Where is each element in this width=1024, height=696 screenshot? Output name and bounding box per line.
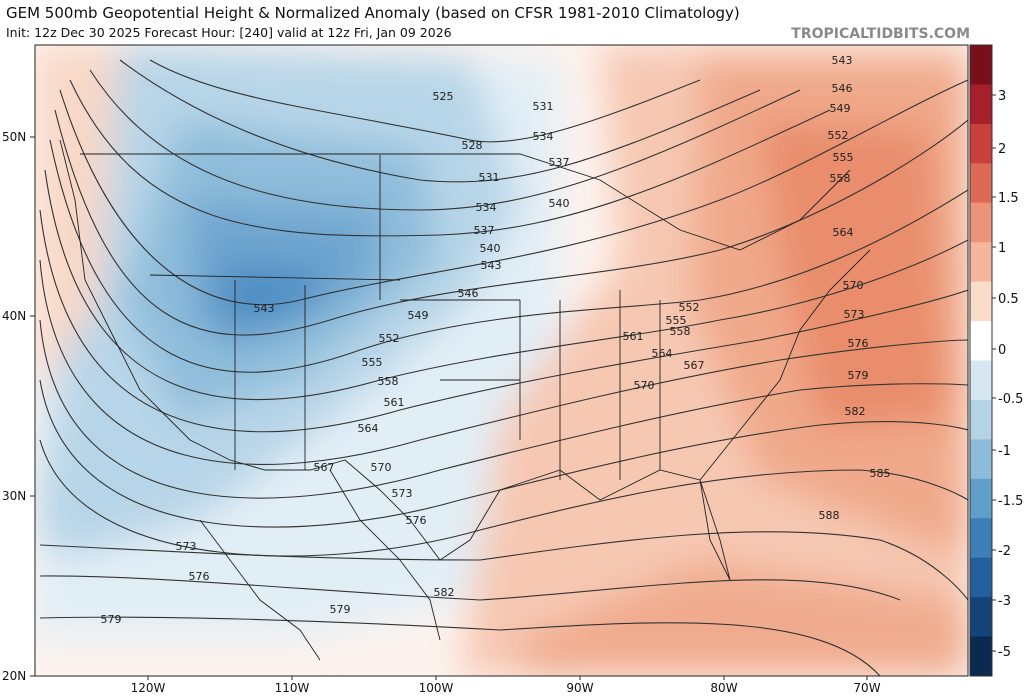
title: GEM 500mb Geopotential Height & Normaliz…	[6, 4, 740, 22]
colorbar-label: 0	[998, 343, 1006, 358]
contour-label: 564	[833, 226, 854, 239]
contour-label: 555	[362, 356, 383, 369]
colorbar-label: 2	[998, 142, 1006, 157]
contour-label: 570	[371, 461, 392, 474]
colorbar-label: 0.5	[998, 292, 1019, 307]
contour-label: 585	[870, 467, 891, 480]
contour-label: 558	[670, 325, 691, 338]
credit: TROPICALTIDBITS.COM	[791, 26, 970, 42]
contour-label: 558	[378, 375, 399, 388]
map-field	[35, 45, 968, 676]
contour-label: 537	[549, 156, 570, 169]
contour-label: 558	[830, 172, 851, 185]
colorbar-frame	[969, 44, 993, 677]
map-frame	[34, 44, 969, 677]
contour-label: 564	[652, 347, 673, 360]
contour-label: 573	[176, 540, 197, 553]
contour-lines	[39, 59, 968, 676]
contour-label: 579	[330, 603, 351, 616]
colorbar-swatch	[970, 399, 992, 440]
contour-label: 552	[828, 129, 849, 142]
colorbar-label: -1.5	[998, 494, 1023, 509]
contour-label: 576	[189, 570, 210, 583]
colorbar-swatch	[970, 597, 992, 638]
colorbar-swatch	[970, 45, 992, 85]
contour-label: 549	[830, 102, 851, 115]
contour-label: 561	[384, 396, 405, 409]
contour-label: 531	[479, 171, 500, 184]
colorbar-swatch	[970, 242, 992, 283]
contour-label: 555	[666, 314, 687, 327]
contour-label: 534	[476, 201, 497, 214]
subtitle: Init: 12z Dec 30 2025 Forecast Hour: [24…	[6, 25, 452, 40]
contour-label: 540	[480, 242, 501, 255]
colorbar-swatch	[970, 518, 992, 559]
lat-label: 40N	[2, 309, 26, 323]
colorbar-label: -1	[998, 444, 1011, 459]
lon-label: 110W	[275, 681, 310, 695]
lat-label: 20N	[2, 669, 26, 683]
contour-label: 528	[462, 139, 483, 152]
contour-label: 537	[474, 224, 495, 237]
colorbar-swatch	[970, 478, 992, 519]
colorbar-label: -5	[998, 645, 1011, 660]
contour-label: 543	[481, 259, 502, 272]
contour-label: 570	[843, 279, 864, 292]
colorbar-label: -2	[998, 544, 1011, 559]
contour-label: 543	[254, 302, 275, 315]
contour-label: 567	[314, 461, 335, 474]
colorbar-swatch	[970, 281, 992, 322]
contour-label: 582	[434, 586, 455, 599]
contour-label: 546	[458, 287, 479, 300]
lat-label: 30N	[2, 489, 26, 503]
contour-label: 540	[549, 197, 570, 210]
contour-label: 555	[833, 151, 854, 164]
contour-label: 531	[533, 100, 554, 113]
contour-label: 543	[832, 54, 853, 67]
colorbar-label: 3	[998, 89, 1006, 104]
colorbar-swatch	[970, 636, 992, 677]
contour-label: 552	[679, 301, 700, 314]
contour-label: 561	[623, 330, 644, 343]
colorbar-label: -0.5	[998, 392, 1023, 407]
colorbar-swatch	[970, 163, 992, 204]
contour-label: 570	[634, 379, 655, 392]
colorbar-swatch	[970, 360, 992, 401]
contour-label: 525	[433, 90, 454, 103]
contour-label: 564	[358, 422, 379, 435]
contour-label: 573	[844, 308, 865, 321]
borders	[59, 139, 871, 661]
contour-label: 582	[845, 405, 866, 418]
lat-label: 50N	[2, 130, 26, 144]
colorbar-label: 1	[998, 241, 1006, 256]
lon-label: 120W	[131, 681, 166, 695]
contour-label: 534	[533, 130, 554, 143]
lon-label: 90W	[566, 681, 593, 695]
colorbar-swatch	[970, 321, 992, 361]
labels: 50N 40N 30N 20N 120W 110W 100W 90W 80W 70W 525 531 5…	[2, 44, 1023, 695]
colorbar-swatch	[970, 84, 992, 125]
contour-label: 549	[408, 309, 429, 322]
lon-label: 70W	[853, 681, 880, 695]
lon-label: 100W	[419, 681, 454, 695]
colorbar-label: 1.5	[998, 191, 1019, 206]
colorbar-swatch	[970, 439, 992, 480]
colorbar-swatch	[970, 202, 992, 243]
colorbar-swatch	[970, 123, 992, 164]
lon-label: 80W	[710, 681, 737, 695]
contour-label: 573	[392, 487, 413, 500]
contour-label: 576	[848, 337, 869, 350]
contour-label: 576	[406, 514, 427, 527]
contour-label: 588	[819, 509, 840, 522]
contour-label: 579	[848, 369, 869, 382]
contour-label: 552	[379, 332, 400, 345]
contour-label: 579	[101, 613, 122, 626]
colorbar-swatch	[970, 557, 992, 598]
colorbar-label: -3	[998, 594, 1011, 609]
contour-label: 567	[684, 359, 705, 372]
contour-label: 546	[832, 82, 853, 95]
